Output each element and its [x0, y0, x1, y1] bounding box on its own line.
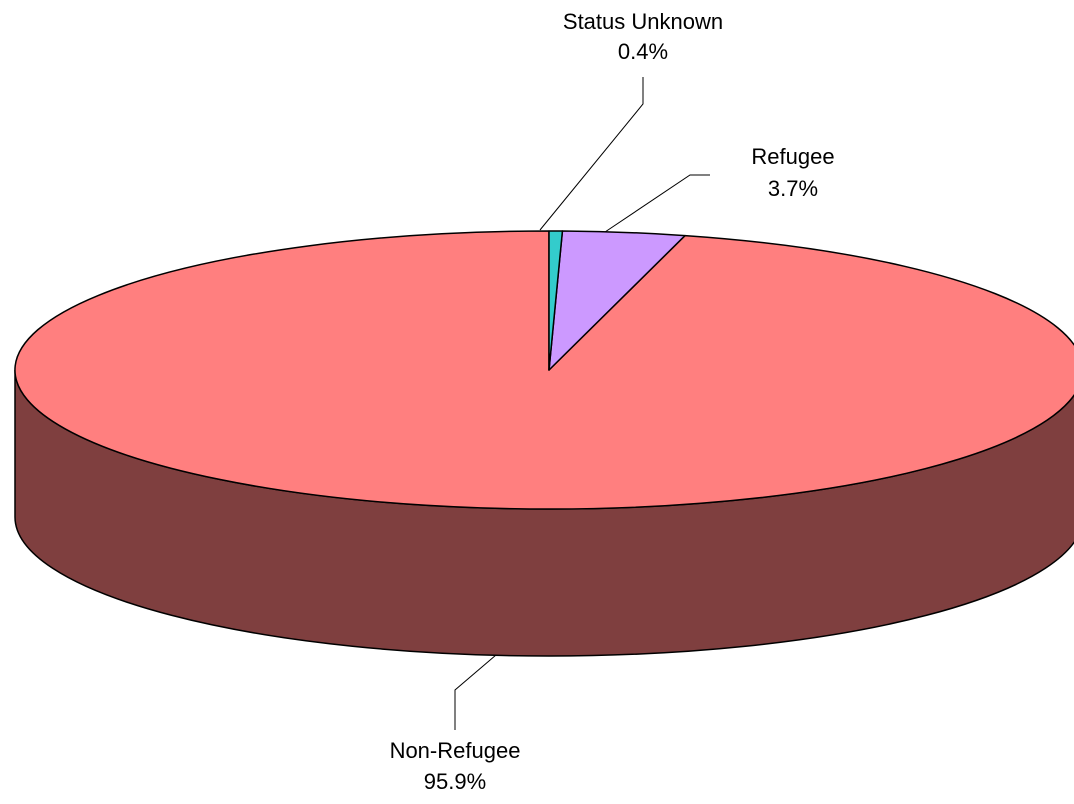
slice-percent-status-unknown: 0.4%	[618, 39, 668, 64]
slice-label-non-refugee: Non-Refugee	[390, 738, 521, 763]
slice-label-refugee: Refugee	[751, 144, 834, 169]
leader-line-refugee	[604, 174, 710, 233]
slice-label-status-unknown: Status Unknown	[563, 9, 723, 34]
leader-line-non-refugee	[454, 654, 497, 730]
pie-slice-status-unknown	[548, 230, 564, 371]
pie-slice-non-refugee	[14, 230, 1074, 510]
slice-percent-non-refugee: 95.9%	[424, 769, 486, 794]
slice-percent-refugee: 3.7%	[768, 176, 818, 201]
leader-line-status-unknown	[539, 77, 644, 231]
